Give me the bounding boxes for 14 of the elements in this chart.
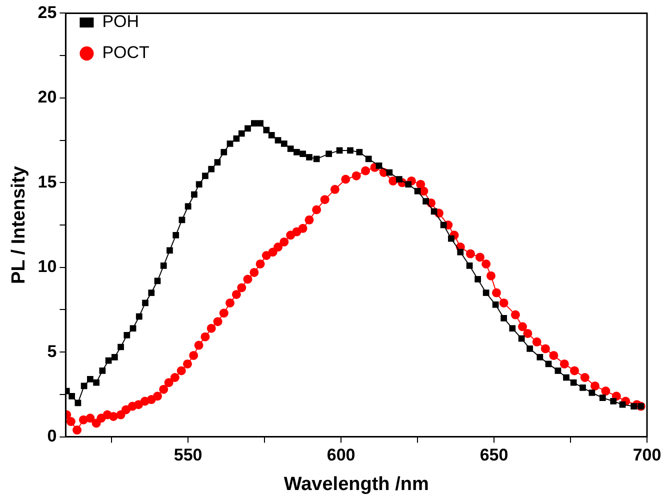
x-tick-label: 700 (632, 446, 662, 465)
y-tick-label: 5 (47, 342, 57, 361)
x-tick-label: 600 (326, 446, 356, 465)
y-tick-label: 25 (38, 2, 57, 22)
x-tick-label: 650 (480, 446, 508, 465)
y-tick-label: 10 (38, 257, 57, 276)
y-tick-label: 0 (47, 426, 57, 446)
x-axis-title: Wavelength /nm (284, 474, 429, 495)
legend-label: POCT (102, 43, 150, 62)
y-axis-title: PL / Intensity (8, 166, 30, 284)
legend-label: POH (102, 12, 140, 32)
x-tick-label: 550 (174, 446, 202, 465)
y-tick-label: 15 (38, 172, 57, 192)
y-tick-label: 20 (38, 88, 57, 107)
